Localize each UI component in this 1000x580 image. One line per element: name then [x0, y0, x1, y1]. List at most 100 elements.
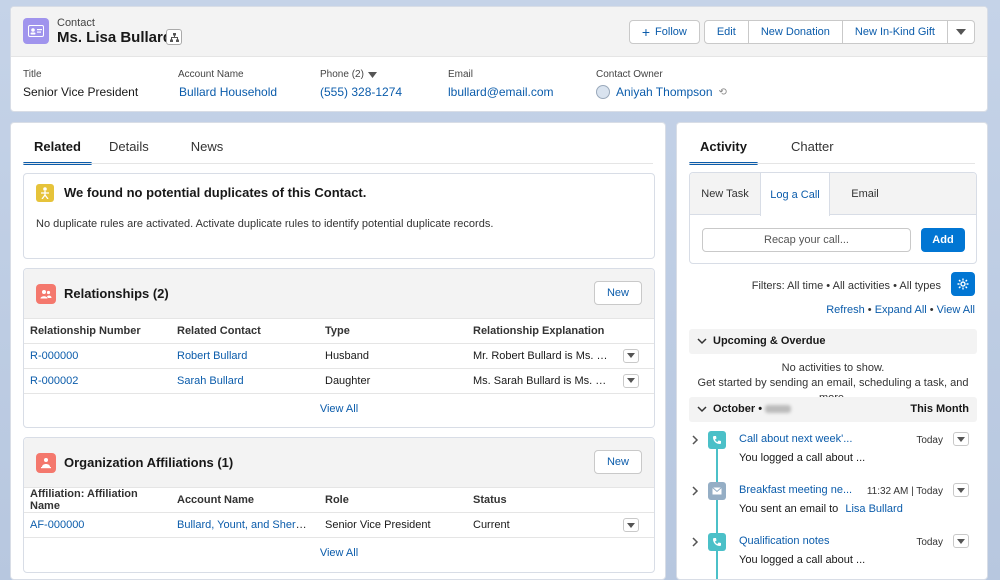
view-all-link[interactable]: View All	[936, 304, 975, 316]
expand-all-link[interactable]: Expand All	[874, 304, 927, 316]
chevron-right-icon	[692, 486, 699, 496]
activity-subject-link[interactable]: Breakfast meeting ne...	[739, 484, 853, 496]
email-icon	[708, 482, 726, 500]
record-header: Contact Ms. Lisa Bullard + Follow Edit N…	[10, 6, 988, 112]
item-actions-button[interactable]	[953, 534, 969, 548]
more-actions-button[interactable]	[948, 20, 975, 44]
affiliation-name-link[interactable]: AF-000000	[30, 519, 85, 531]
field-title: Title Senior Vice President	[23, 69, 139, 99]
activity-panel: Activity Chatter New Task Log a Call Ema…	[676, 122, 988, 580]
affiliations-card: Organization Affiliations (1) New Affili…	[23, 437, 655, 573]
affiliation-account-link[interactable]: Bullard, Yount, and Sherma...	[177, 519, 319, 531]
chevron-right-icon	[692, 435, 699, 445]
field-email: Email lbullard@email.com	[448, 69, 554, 99]
relationships-icon	[36, 284, 56, 304]
no-activities-text: No activities to show. Get started by se…	[697, 362, 969, 404]
new-in-kind-gift-button[interactable]: New In-Kind Gift	[842, 20, 948, 44]
activity-links: Refresh • Expand All • View All	[826, 304, 975, 316]
table-row: AF-000000 Bullard, Yount, and Sherma... …	[24, 512, 654, 538]
gear-icon[interactable]	[951, 272, 975, 296]
chevron-right-icon	[692, 537, 699, 547]
object-label: Contact	[57, 17, 95, 29]
table-row: R-000000 Robert Bullard Husband Mr. Robe…	[24, 343, 654, 369]
activity-filters[interactable]: Filters: All time • All activities • All…	[751, 280, 941, 292]
activity-composer: New Task Log a Call Email Recap your cal…	[689, 172, 977, 264]
timeline-item: Call about next week'... Today You logge…	[689, 431, 977, 479]
affiliations-icon	[36, 453, 56, 473]
right-tabs: Activity Chatter	[689, 139, 845, 165]
duplicate-icon	[36, 184, 54, 202]
item-actions-button[interactable]	[953, 432, 969, 446]
relationships-title: Relationships (2)	[64, 286, 169, 301]
new-relationship-button[interactable]: New	[593, 281, 642, 305]
tab-activity[interactable]: Activity	[689, 139, 758, 165]
field-phone: Phone (2) (555) 328-1274	[320, 69, 403, 99]
affiliations-view-all-link[interactable]: View All	[319, 547, 359, 559]
tab-details[interactable]: Details	[108, 139, 149, 154]
chevron-down-icon	[367, 71, 377, 78]
row-actions-button[interactable]	[623, 518, 639, 532]
owner-link[interactable]: Aniyah Thompson	[616, 85, 713, 99]
tab-related[interactable]: Related	[23, 139, 92, 165]
relationships-table: Relationship Number Related Contact Type…	[24, 319, 654, 394]
recipient-link[interactable]: Lisa Bullard	[845, 503, 903, 515]
record-name: Ms. Lisa Bullard	[57, 29, 173, 46]
october-section[interactable]: October • This Month	[689, 397, 977, 422]
upcoming-overdue-section[interactable]: Upcoming & Overdue	[689, 329, 977, 354]
edit-button[interactable]: Edit	[703, 20, 749, 44]
duplicates-card: We found no potential duplicates of this…	[23, 173, 655, 259]
change-owner-icon[interactable]: ⟲	[718, 86, 727, 98]
recap-call-input[interactable]: Recap your call...	[702, 228, 911, 252]
tab-new-task[interactable]: New Task	[701, 187, 749, 200]
redacted-year	[765, 405, 792, 414]
duplicates-title: We found no potential duplicates of this…	[64, 185, 367, 200]
tab-news[interactable]: News	[190, 139, 224, 154]
field-account-name: Account Name Bullard Household	[178, 69, 278, 99]
item-actions-button[interactable]	[953, 483, 969, 497]
new-donation-button[interactable]: New Donation	[748, 20, 843, 44]
row-actions-button[interactable]	[623, 348, 639, 363]
plus-icon: +	[641, 24, 651, 40]
timeline-line	[716, 449, 718, 579]
phone-icon	[708, 533, 726, 551]
relationship-number-link[interactable]: R-000002	[30, 374, 79, 387]
chevron-down-icon	[697, 406, 707, 413]
duplicates-text: No duplicate rules are activated. Activa…	[36, 218, 494, 230]
relationships-card: Relationships (2) New Relationship Numbe…	[23, 268, 655, 428]
hierarchy-icon[interactable]	[166, 29, 182, 45]
follow-button[interactable]: + Follow	[628, 20, 700, 44]
chevron-down-icon	[697, 338, 707, 345]
related-panel: Related Details News We found no potenti…	[10, 122, 666, 580]
table-row: R-000002 Sarah Bullard Daughter Ms. Sara…	[24, 368, 654, 394]
timeline-item: Qualification notes Today You logged a c…	[689, 533, 977, 579]
refresh-link[interactable]: Refresh	[826, 304, 865, 316]
new-affiliation-button[interactable]: New	[593, 450, 642, 474]
relationship-number-link[interactable]: R-000000	[30, 349, 79, 362]
relationships-view-all-link[interactable]: View All	[319, 402, 359, 415]
account-name-link[interactable]: Bullard Household	[179, 85, 278, 99]
related-contact-link[interactable]: Robert Bullard	[177, 349, 248, 362]
tab-divider	[23, 163, 653, 164]
header-actions: + Follow Edit New Donation New In-Kind G…	[628, 20, 975, 44]
tab-chatter[interactable]: Chatter	[790, 139, 834, 154]
tab-log-a-call[interactable]: Log a Call	[760, 173, 830, 216]
activity-subject-link[interactable]: Qualification notes	[739, 535, 830, 547]
activity-subject-link[interactable]: Call about next week'...	[739, 433, 853, 445]
related-contact-link[interactable]: Sarah Bullard	[177, 374, 244, 387]
tab-divider	[689, 163, 975, 164]
timeline-item: Breakfast meeting ne... 11:32 AM | Today…	[689, 482, 977, 530]
contact-icon	[23, 18, 49, 44]
row-actions-button[interactable]	[623, 373, 639, 388]
email-link[interactable]: lbullard@email.com	[448, 85, 554, 99]
header-top: Contact Ms. Lisa Bullard + Follow Edit N…	[11, 7, 987, 57]
chevron-down-icon	[956, 29, 966, 35]
add-button[interactable]: Add	[921, 228, 965, 252]
affiliations-title: Organization Affiliations (1)	[64, 455, 234, 470]
avatar	[596, 85, 610, 99]
affiliations-table: Affiliation: Affiliation Name Account Na…	[24, 488, 654, 538]
phone-link[interactable]: (555) 328-1274	[320, 85, 403, 99]
tab-email[interactable]: Email	[851, 187, 879, 200]
left-tabs: Related Details News	[23, 139, 234, 165]
field-contact-owner: Contact Owner Aniyah Thompson ⟲	[596, 69, 727, 99]
phone-icon	[708, 431, 726, 449]
